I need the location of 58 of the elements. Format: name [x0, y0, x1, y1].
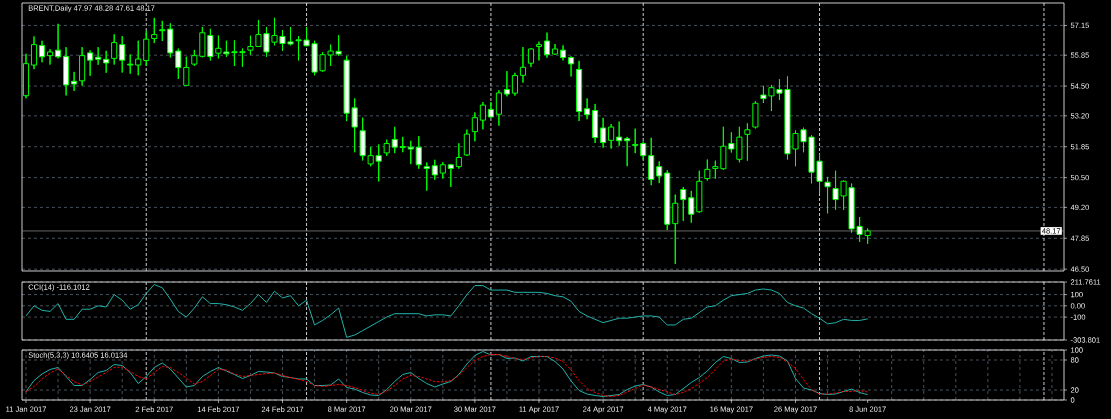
- candlestick: [535, 41, 543, 61]
- candlestick: [383, 139, 390, 157]
- candlestick: [824, 176, 831, 214]
- candlestick: [567, 55, 575, 77]
- candlestick: [656, 160, 663, 184]
- candlestick: [143, 30, 150, 66]
- candlestick: [127, 53, 134, 75]
- candlestick: [30, 35, 38, 70]
- candlestick: [752, 100, 759, 129]
- candlestick: [22, 53, 30, 99]
- candlestick: [46, 48, 54, 66]
- candlestick: [151, 17, 158, 44]
- candlestick: [632, 128, 639, 154]
- candlestick: [455, 142, 462, 170]
- candlestick: [559, 44, 567, 61]
- candlestick: [95, 46, 102, 66]
- candlestick: [680, 186, 687, 222]
- candlestick: [519, 46, 527, 84]
- candlestick: [479, 101, 486, 130]
- candlestick: [592, 103, 599, 144]
- candlestick: [551, 43, 559, 56]
- candlestick: [543, 32, 551, 59]
- candlestick: [119, 35, 126, 74]
- candlestick: [495, 89, 502, 127]
- candlestick: [87, 49, 94, 77]
- candlestick: [38, 40, 46, 63]
- candlestick: [616, 121, 623, 147]
- candlestick: [55, 23, 62, 59]
- candlestick: [608, 123, 615, 150]
- candlestick: [111, 33, 118, 66]
- candlestick: [71, 71, 78, 92]
- candlestick: [704, 159, 711, 182]
- candlestick: [103, 50, 110, 74]
- candlestick: [463, 129, 470, 157]
- candlestick: [511, 72, 519, 97]
- candlestick: [415, 135, 422, 170]
- candlestick: [423, 162, 430, 192]
- candlestick: [664, 169, 671, 231]
- candlestick: [391, 126, 398, 154]
- candlestick: [63, 46, 70, 96]
- candlestick: [159, 20, 166, 42]
- candlestick: [744, 122, 751, 162]
- candlestick: [672, 194, 679, 265]
- candlestick: [584, 97, 591, 120]
- candlestick: [407, 140, 414, 165]
- candlestick: [471, 111, 478, 142]
- candlestick: [439, 161, 446, 180]
- candlestick: [648, 137, 655, 186]
- candlestick: [527, 47, 535, 68]
- candlestick: [447, 163, 454, 188]
- candlestick: [431, 159, 438, 181]
- candlestick: [503, 70, 510, 97]
- candlestick: [624, 136, 631, 167]
- candlestick: [600, 117, 607, 149]
- candlestick: [135, 40, 142, 76]
- candlestick: [79, 46, 86, 87]
- candlestick: [576, 60, 583, 122]
- candlestick: [399, 136, 406, 153]
